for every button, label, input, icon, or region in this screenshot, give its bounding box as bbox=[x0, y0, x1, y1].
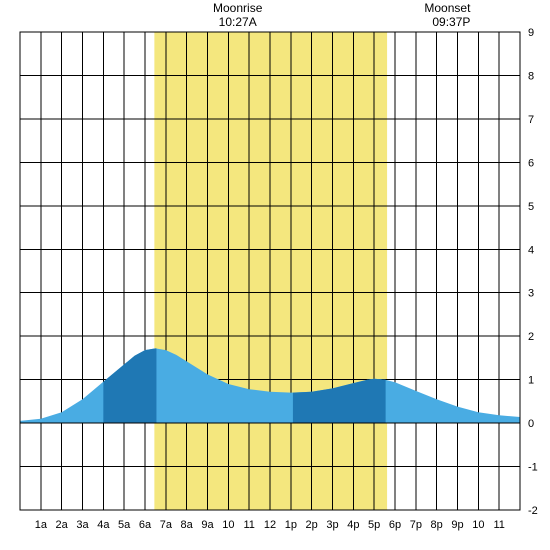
x-tick-label: 8a bbox=[181, 519, 194, 531]
tide-chart: 1a2a3a4a5a6a7a8a9a1011121p2p3p4p5p6p7p8p… bbox=[0, 0, 550, 550]
moonset-time: 09:37P bbox=[432, 15, 470, 29]
x-tick-label: 6p bbox=[389, 519, 401, 531]
x-tick-label: 7p bbox=[410, 519, 422, 531]
moon-band bbox=[154, 32, 387, 510]
x-tick-label: 1p bbox=[285, 519, 297, 531]
x-tick-label: 1a bbox=[35, 519, 48, 531]
y-tick-label: 4 bbox=[528, 244, 534, 256]
x-tick-label: 2p bbox=[306, 519, 318, 531]
y-tick-label: 8 bbox=[528, 70, 534, 82]
y-tick-label: 2 bbox=[528, 331, 534, 343]
x-tick-label: 7a bbox=[160, 519, 173, 531]
x-tick-label: 3a bbox=[76, 519, 89, 531]
x-tick-label: 9a bbox=[201, 519, 214, 531]
x-tick-label: 11 bbox=[493, 519, 504, 531]
y-tick-label: 5 bbox=[528, 201, 534, 213]
x-tick-label: 3p bbox=[326, 519, 338, 531]
y-tick-label: 9 bbox=[528, 27, 534, 39]
x-tick-label: 8p bbox=[431, 519, 443, 531]
y-tick-label: 7 bbox=[528, 114, 534, 126]
x-tick-label: 11 bbox=[243, 519, 254, 531]
x-tick-label: 5a bbox=[118, 519, 131, 531]
x-tick-label: 10 bbox=[472, 519, 484, 531]
x-tick-label: 10 bbox=[222, 519, 234, 531]
y-tick-label: 3 bbox=[528, 288, 534, 300]
y-tick-label: -1 bbox=[528, 462, 538, 474]
moonrise-time: 10:27A bbox=[219, 15, 257, 29]
x-tick-label: 5p bbox=[368, 519, 380, 531]
x-tick-label: 2a bbox=[56, 519, 69, 531]
x-tick-label: 4p bbox=[347, 519, 359, 531]
y-tick-label: 0 bbox=[528, 418, 534, 430]
moonrise-title: Moonrise bbox=[213, 1, 263, 15]
chart-svg: 1a2a3a4a5a6a7a8a9a1011121p2p3p4p5p6p7p8p… bbox=[0, 0, 550, 550]
y-tick-label: -2 bbox=[528, 505, 538, 517]
y-tick-label: 6 bbox=[528, 157, 534, 169]
x-tick-label: 6a bbox=[139, 519, 152, 531]
x-tick-label: 9p bbox=[451, 519, 463, 531]
moonset-title: Moonset bbox=[424, 1, 471, 15]
y-tick-label: 1 bbox=[528, 375, 534, 387]
x-tick-label: 12 bbox=[264, 519, 276, 531]
x-tick-label: 4a bbox=[97, 519, 110, 531]
